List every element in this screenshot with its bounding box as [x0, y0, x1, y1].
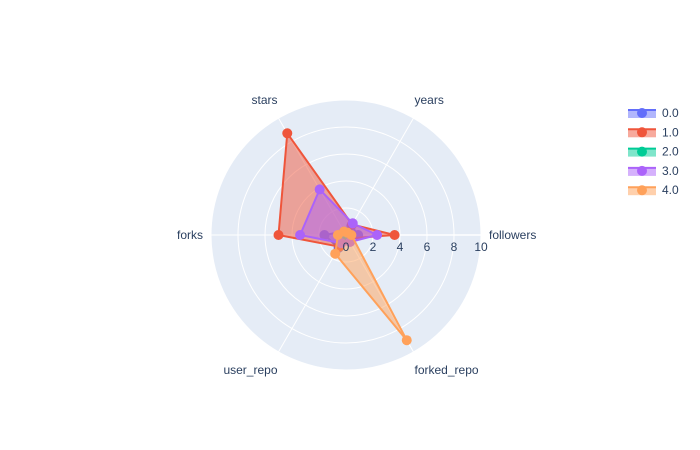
series-layer: [273, 128, 412, 346]
axis-label-user-repo: user_repo: [223, 363, 277, 377]
legend-item-1-0[interactable]: 1.0: [628, 125, 679, 139]
legend-item-2-0[interactable]: 2.0: [628, 145, 679, 159]
legend-marker: [637, 185, 647, 196]
radial-tick-label: 10: [474, 240, 488, 254]
data-point-3-0-years[interactable]: [347, 218, 358, 229]
legend-label: 4.0: [662, 183, 679, 197]
axis-label-years: years: [415, 93, 444, 107]
legend-marker: [637, 146, 647, 157]
data-point-1-0-forks[interactable]: [273, 230, 284, 240]
data-point-1-0-followers[interactable]: [389, 230, 400, 240]
data-point-1-0-stars[interactable]: [282, 128, 293, 139]
axis-label-forks: forks: [177, 228, 203, 242]
radial-tick-labels: 0 2 4 6 8 10: [343, 240, 488, 254]
legend-item-0-0[interactable]: 0.0: [628, 106, 679, 120]
data-point-4-0-user-repo[interactable]: [330, 248, 341, 259]
legend-label: 1.0: [662, 125, 679, 139]
radial-tick-label: 2: [370, 240, 377, 254]
radial-tick-label: 6: [424, 240, 431, 254]
data-point-3-0-forks[interactable]: [295, 230, 306, 240]
axis-label-stars: stars: [251, 93, 277, 107]
legend-item-4-0[interactable]: 4.0: [628, 183, 679, 197]
axis-label-followers: followers: [489, 228, 536, 242]
data-point-3-0-stars[interactable]: [314, 184, 325, 195]
radial-tick-label: 0: [343, 240, 350, 254]
radial-tick-label: 8: [451, 240, 458, 254]
axis-label-forked-repo: forked_repo: [415, 363, 479, 377]
angular-axis-labels: followers years stars forks user_repo forked_…: [177, 93, 536, 377]
data-point-4-0-forked-repo[interactable]: [401, 335, 412, 346]
legend-label: 3.0: [662, 164, 679, 178]
legend-label: 2.0: [662, 145, 679, 159]
legend-marker: [637, 108, 647, 118]
series-4-0: [330, 226, 412, 346]
data-point-4-0-forks[interactable]: [332, 230, 343, 240]
legend-label: 0.0: [662, 106, 679, 120]
legend-marker: [637, 127, 647, 138]
legend[interactable]: 0.0 1.0 2.0 3.0 4.0: [628, 106, 679, 197]
grid-spoke: [345, 117, 414, 236]
data-point-3-0-followers[interactable]: [372, 230, 383, 240]
legend-marker: [637, 165, 647, 176]
radial-tick-label: 4: [397, 240, 404, 254]
legend-item-3-0[interactable]: 3.0: [628, 164, 679, 178]
